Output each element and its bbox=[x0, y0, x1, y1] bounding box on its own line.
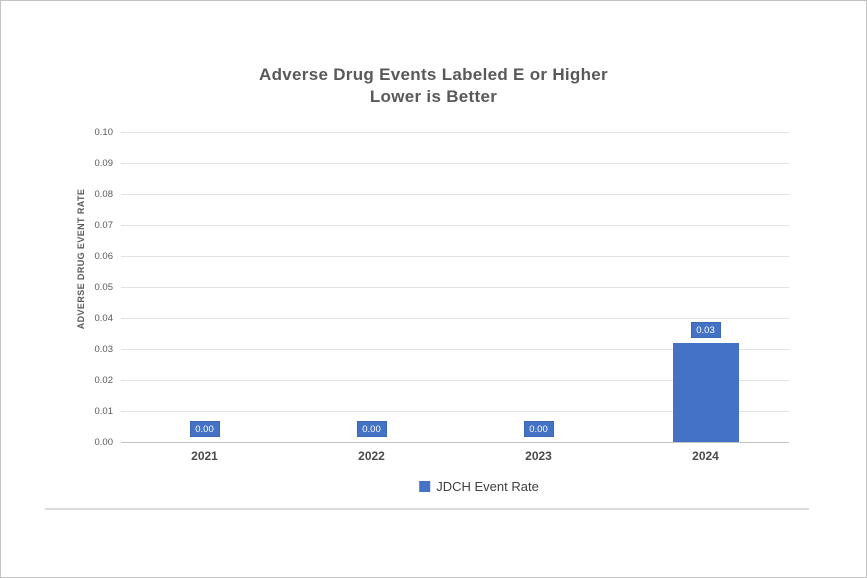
legend-label: JDCH Event Rate bbox=[436, 479, 539, 494]
y-tick-label-0.01: 0.01 bbox=[94, 405, 114, 417]
y-tick-label-0.10: 0.10 bbox=[94, 126, 114, 138]
y-tick-label-0.09: 0.09 bbox=[94, 157, 114, 169]
x-axis-label-2023: 2023 bbox=[525, 449, 552, 463]
y-tick-label-0.03: 0.03 bbox=[94, 343, 114, 355]
bottom-divider-line bbox=[45, 508, 809, 510]
data-label-2021: 0.00 bbox=[189, 421, 220, 437]
gridline-0.01 bbox=[121, 410, 789, 412]
gridline-0.03 bbox=[121, 348, 789, 350]
legend: JDCH Event Rate bbox=[419, 479, 539, 494]
x-axis-label-2021: 2021 bbox=[191, 449, 218, 463]
plot-area bbox=[121, 131, 789, 443]
gridline-0.04 bbox=[121, 317, 789, 319]
gridline-0.06 bbox=[121, 255, 789, 257]
gridline-0.07 bbox=[121, 224, 789, 226]
gridline-0.00 bbox=[121, 441, 789, 443]
y-tick-label-0.00: 0.00 bbox=[94, 436, 114, 448]
y-tick-label-0.07: 0.07 bbox=[94, 219, 114, 231]
data-label-2023: 0.00 bbox=[523, 421, 554, 437]
gridline-0.08 bbox=[121, 193, 789, 195]
y-tick-label-0.08: 0.08 bbox=[94, 188, 114, 200]
gridline-0.05 bbox=[121, 286, 789, 288]
chart-title: Adverse Drug Events Labeled E or Higher … bbox=[1, 64, 866, 108]
bar-2024 bbox=[672, 343, 739, 442]
gridline-0.10 bbox=[121, 131, 789, 133]
data-label-2024: 0.03 bbox=[690, 322, 721, 338]
chart-title-line1: Adverse Drug Events Labeled E or Higher bbox=[259, 65, 608, 84]
y-tick-label-0.04: 0.04 bbox=[94, 312, 114, 324]
y-tick-label-0.05: 0.05 bbox=[94, 281, 114, 293]
gridline-0.02 bbox=[121, 379, 789, 381]
x-axis-label-2024: 2024 bbox=[692, 449, 719, 463]
legend-swatch-icon bbox=[419, 481, 431, 492]
chart-title-line2: Lower is Better bbox=[369, 87, 498, 106]
data-label-2022: 0.00 bbox=[356, 421, 387, 437]
x-axis-label-2022: 2022 bbox=[358, 449, 385, 463]
gridline-0.09 bbox=[121, 162, 789, 164]
y-tick-label-0.02: 0.02 bbox=[94, 374, 114, 386]
y-tick-label-0.06: 0.06 bbox=[94, 250, 114, 262]
